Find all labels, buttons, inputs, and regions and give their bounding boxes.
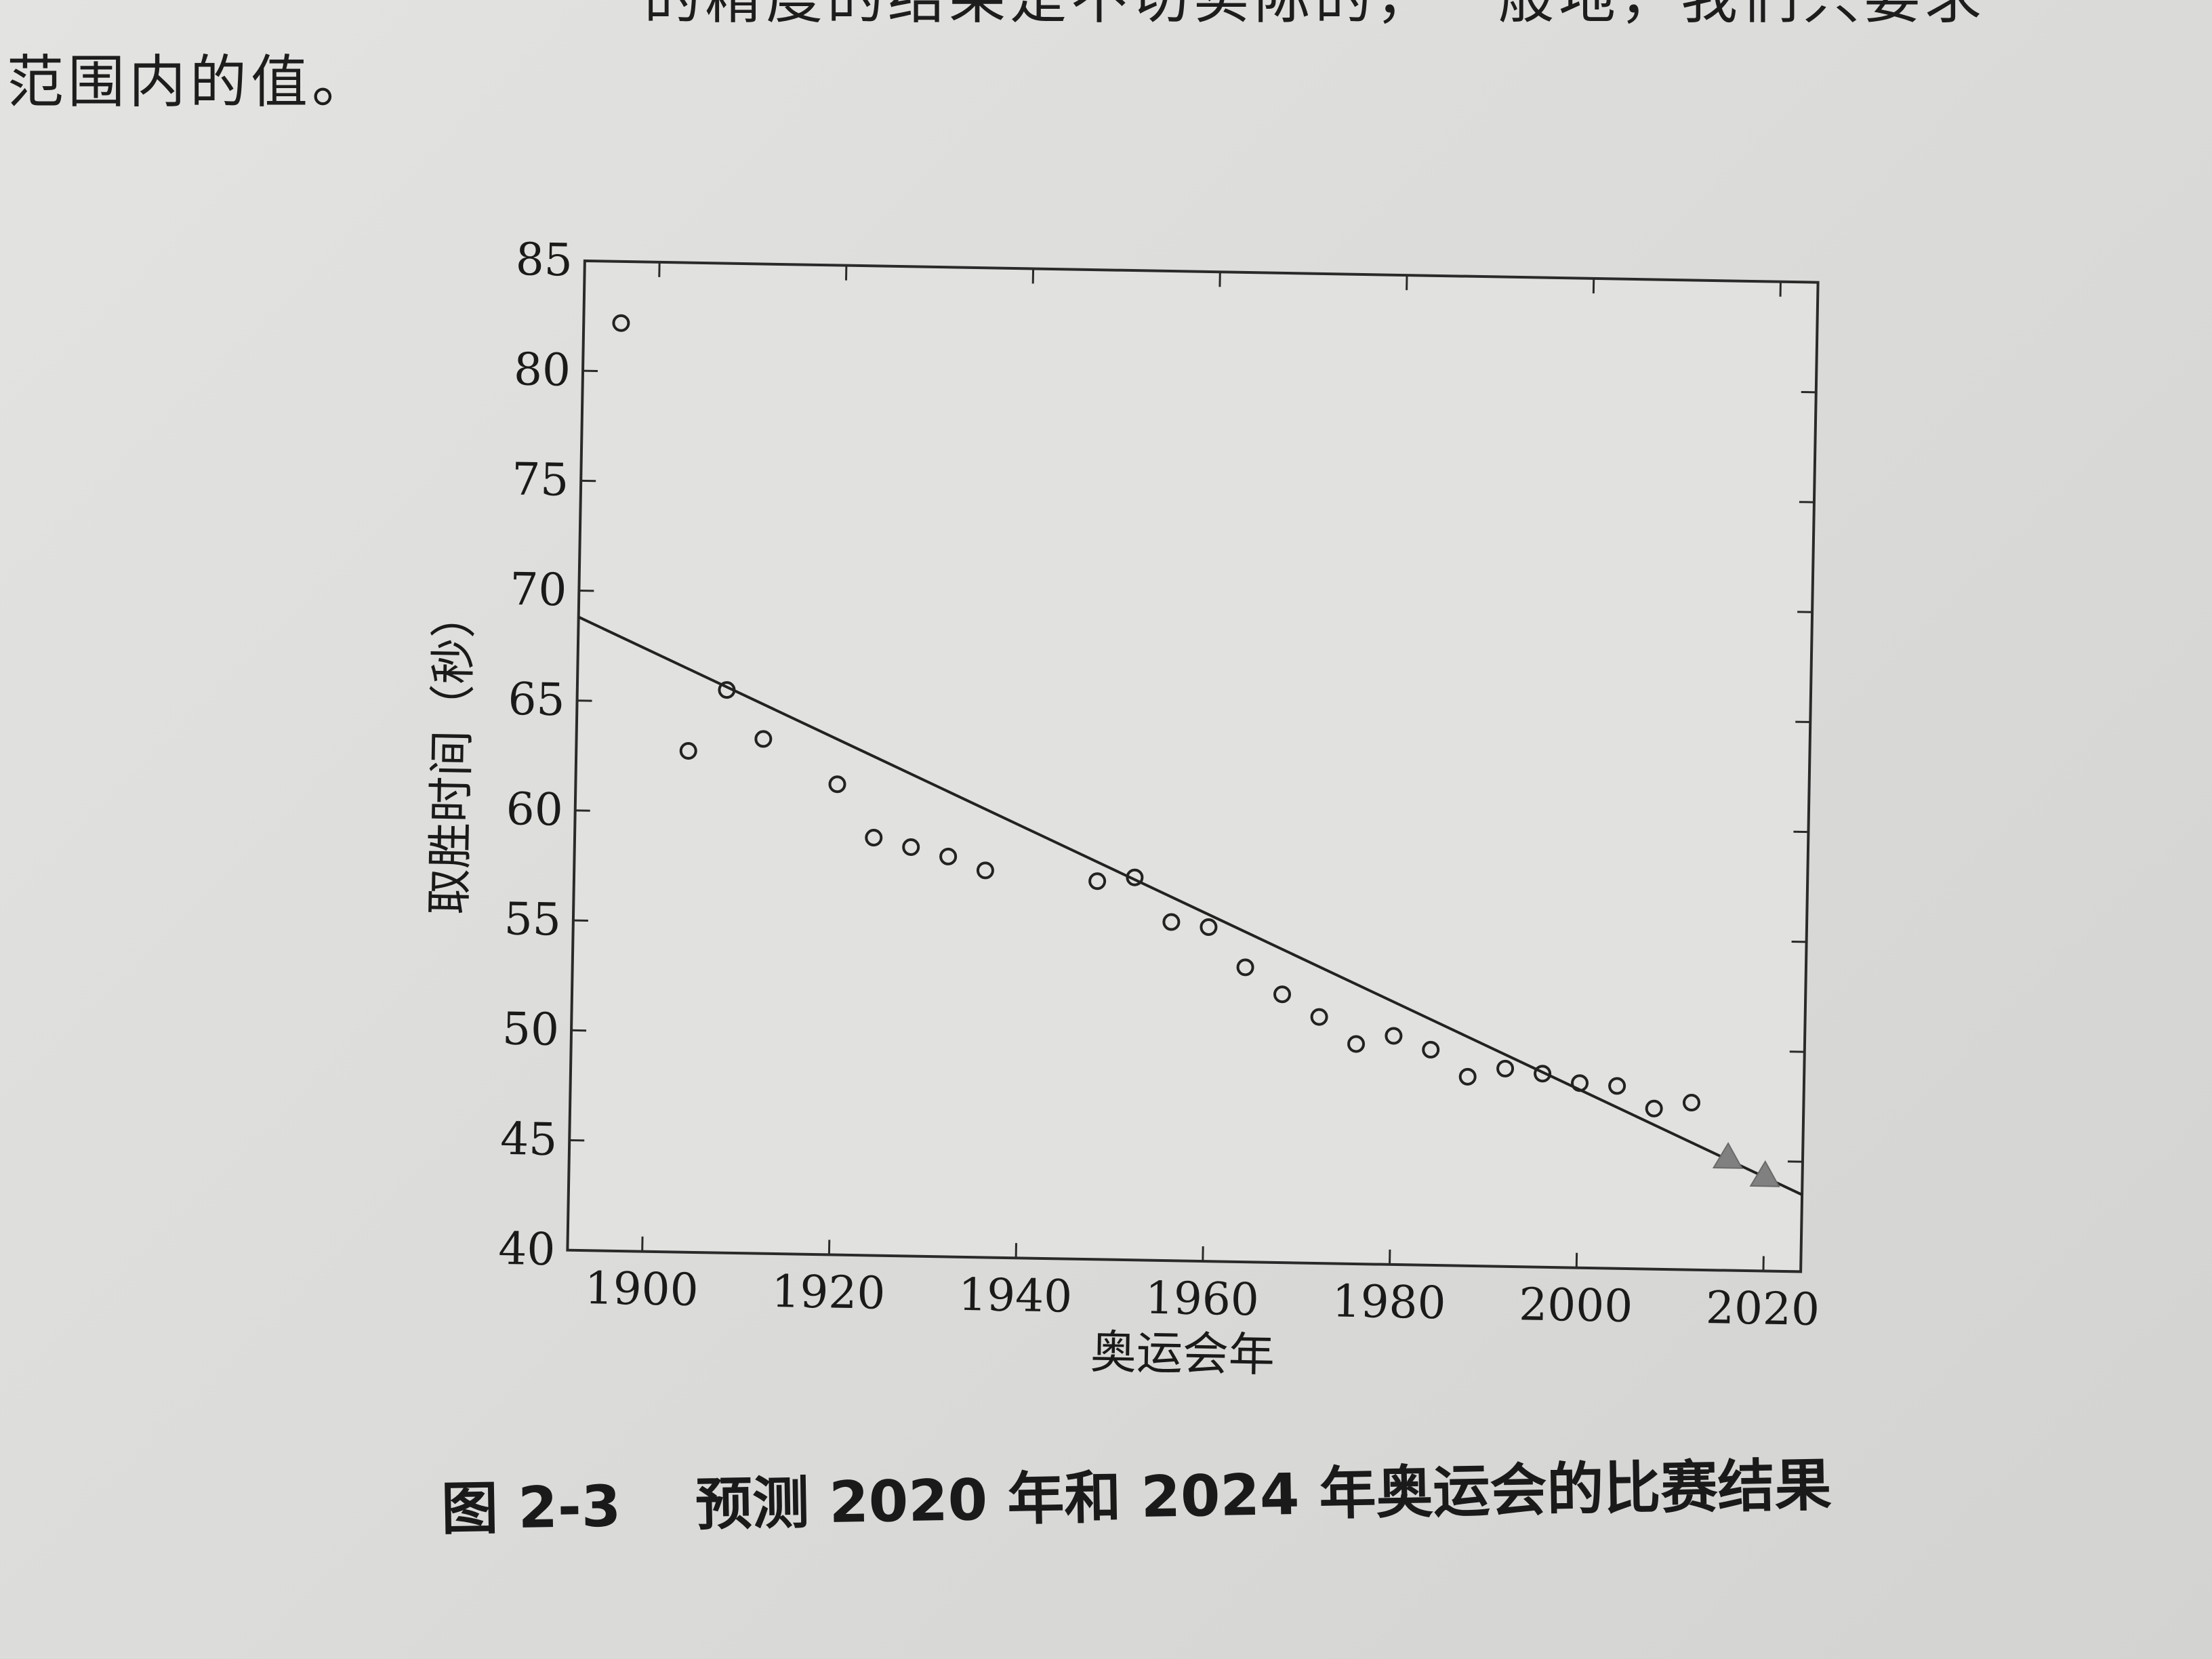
data-point	[902, 838, 920, 856]
x-tick-label: 1900	[584, 1262, 699, 1316]
y-axis-label: 取胜时间（秒）	[423, 592, 482, 915]
y-tick-label: 50	[501, 1003, 559, 1056]
data-point	[1682, 1094, 1700, 1112]
plot-area-frame	[566, 259, 1820, 1273]
y-tick-label: 70	[510, 563, 567, 616]
data-point	[1496, 1059, 1515, 1078]
data-point	[1126, 868, 1144, 886]
data-point	[1645, 1099, 1663, 1118]
x-tick-label: 2020	[1705, 1282, 1820, 1336]
data-point	[939, 847, 958, 865]
data-point	[1310, 1008, 1328, 1026]
y-tick-label: 75	[512, 453, 569, 506]
predicted-point	[1712, 1142, 1744, 1169]
data-point	[612, 314, 630, 332]
y-tick-label: 55	[504, 893, 561, 945]
x-tick-label: 1920	[771, 1265, 886, 1319]
y-tick-label: 45	[500, 1113, 558, 1166]
y-tick-label: 85	[515, 233, 573, 286]
x-tick-label: 1980	[1332, 1275, 1446, 1329]
figure-number: 图 2-3	[441, 1473, 621, 1542]
data-point	[1200, 918, 1218, 936]
data-point	[1162, 913, 1181, 931]
data-point	[1534, 1065, 1552, 1083]
data-point	[976, 861, 994, 880]
x-axis-label: 奥运会年	[1090, 1326, 1275, 1382]
y-tick-label: 65	[508, 673, 565, 726]
data-point	[679, 741, 697, 760]
data-point	[1571, 1074, 1589, 1092]
body-text-line-2: 范围内的值。	[7, 49, 373, 115]
data-point	[718, 681, 736, 699]
y-tick-label: 60	[506, 783, 563, 836]
data-point	[1385, 1027, 1403, 1045]
y-tick-label: 80	[513, 343, 571, 396]
x-tick-label: 1960	[1145, 1272, 1259, 1326]
data-point	[865, 829, 883, 847]
data-point	[754, 730, 773, 748]
data-point	[1458, 1067, 1477, 1086]
body-text-line-1: 的精度的结果是不切实际的，一般地，我们只要求	[644, 0, 1986, 35]
data-point	[1273, 985, 1292, 1004]
data-point	[1347, 1035, 1366, 1053]
x-tick-label: 2000	[1519, 1278, 1633, 1332]
data-point	[1608, 1077, 1626, 1095]
x-tick-label: 1940	[958, 1269, 1072, 1323]
data-point	[1088, 872, 1107, 890]
data-point	[828, 775, 846, 794]
regression-line	[577, 615, 1803, 1196]
predicted-point	[1749, 1160, 1780, 1187]
data-point	[1422, 1040, 1440, 1059]
y-tick-label: 40	[498, 1223, 556, 1275]
data-point	[1236, 958, 1254, 977]
